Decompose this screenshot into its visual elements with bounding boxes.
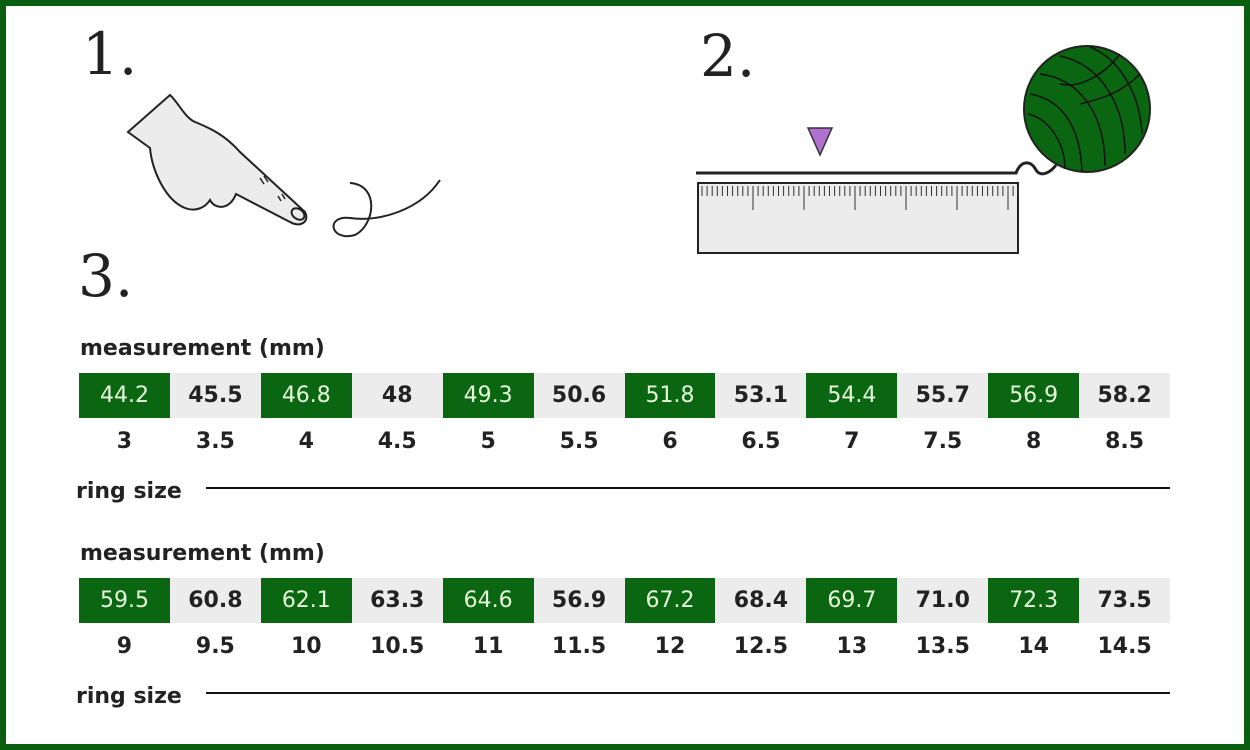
step-2-number: 2. xyxy=(700,22,756,90)
measurement-cell: 68.4 xyxy=(733,588,789,613)
ring-size-row: 3 3.5 4 4.5 5 5.5 6 6.5 7 7.5 8 8.5 xyxy=(79,429,1170,454)
measurement-cell: 72.3 xyxy=(988,578,1080,623)
ring-size-cell: 3 xyxy=(116,429,133,454)
ring-size-row: 9 9.5 10 10.5 11 11.5 12 12.5 13 13.5 14 14.5 xyxy=(79,634,1170,659)
ring-size-cell: 7.5 xyxy=(923,429,963,454)
ring-size-cell: 13.5 xyxy=(915,634,970,659)
ring-size-cell: 8 xyxy=(1026,429,1042,454)
yarn-ball-icon xyxy=(1023,45,1151,173)
ring-size-cell: 10.5 xyxy=(370,634,425,659)
pointing-hand-icon xyxy=(126,93,441,238)
string-icon xyxy=(332,179,441,238)
ring-size-cell: 6.5 xyxy=(741,429,781,454)
ring-size-cell: 14 xyxy=(1018,634,1049,659)
step-1-number: 1. xyxy=(82,20,138,88)
measurement-row: 59.5 60.8 62.1 63.3 64.6 56.9 67.2 68.4 69.7 71.0… xyxy=(79,578,1170,623)
ring-size-cell: 5 xyxy=(480,429,496,454)
ring-size-cell: 4.5 xyxy=(377,429,417,454)
ring-size-cell: 13 xyxy=(836,634,868,659)
ring-size-cell: 9.5 xyxy=(195,634,235,659)
ring-size-cell: 11.5 xyxy=(551,634,607,659)
ring-size-cell: 4 xyxy=(298,429,314,454)
measurement-cell: 45.5 xyxy=(188,383,243,408)
measurement-cell: 63.3 xyxy=(370,588,425,613)
ring-size-cell: 6 xyxy=(662,429,678,454)
measurement-cell: 67.2 xyxy=(624,578,716,623)
ring-size-cell: 7 xyxy=(844,429,860,454)
ring-size-cell: 8.5 xyxy=(1105,429,1145,454)
measurement-cell: 62.1 xyxy=(260,578,352,623)
measurement-cell: 44.2 xyxy=(79,373,170,418)
measurement-cell: 71.0 xyxy=(915,588,970,613)
measurement-cell: 54.4 xyxy=(806,373,898,418)
measurement-cell: 46.8 xyxy=(260,373,352,418)
ring-size-cell: 12 xyxy=(654,634,686,659)
ring-size-label: ring size xyxy=(76,479,182,504)
measurement-cell: 59.5 xyxy=(79,578,170,623)
ring-size-cell: 5.5 xyxy=(559,429,599,454)
measurement-cell: 58.2 xyxy=(1097,383,1152,408)
ring-size-label: ring size xyxy=(76,684,182,709)
ring-size-cell: 10 xyxy=(290,634,322,659)
divider-line xyxy=(206,487,1170,489)
measurement-cell: 64.6 xyxy=(442,578,534,623)
arrow-marker-icon xyxy=(806,127,834,157)
ring-size-cell: 14.5 xyxy=(1097,634,1152,659)
measurement-cell: 51.8 xyxy=(624,373,716,418)
measurement-cell: 73.5 xyxy=(1097,588,1152,613)
step-3-number: 3. xyxy=(78,242,134,310)
ring-size-cell: 9 xyxy=(116,634,133,659)
ring-size-cell: 3.5 xyxy=(195,429,235,454)
measurement-cell: 56.9 xyxy=(551,588,607,613)
ring-size-cell: 12.5 xyxy=(733,634,789,659)
ring-size-cell: 11 xyxy=(472,634,504,659)
measurement-cell: 48 xyxy=(381,383,413,408)
measurement-row: 44.2 45.5 46.8 48 49.3 50.6 51.8 53.1 54.4 55.7 56… xyxy=(79,373,1170,418)
measurement-cell: 60.8 xyxy=(188,588,243,613)
measurement-cell: 55.7 xyxy=(915,383,970,408)
measurement-label: measurement (mm) xyxy=(80,336,325,361)
measurement-cell: 69.7 xyxy=(806,578,898,623)
divider-line xyxy=(206,692,1170,694)
measurement-cell: 56.9 xyxy=(988,373,1080,418)
ruler-icon xyxy=(696,127,1058,254)
measurement-label: measurement (mm) xyxy=(80,541,325,566)
measurement-cell: 49.3 xyxy=(442,373,534,418)
measurement-cell: 53.1 xyxy=(733,383,789,408)
measurement-cell: 50.6 xyxy=(551,383,607,408)
